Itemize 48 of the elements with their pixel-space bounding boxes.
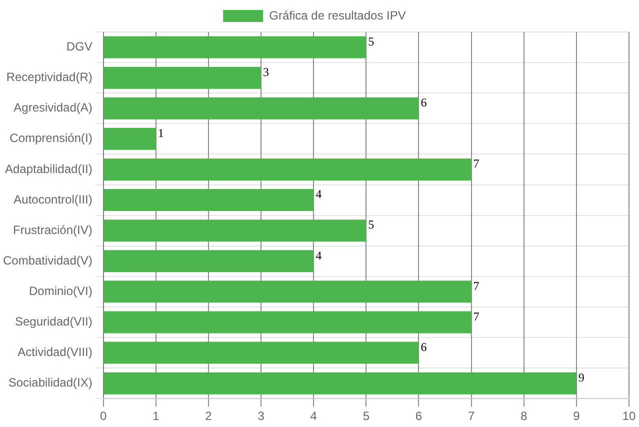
bar [104,250,314,272]
data-label: 4 [316,187,322,202]
y-tick-label: Frustración(IV) [13,222,92,237]
y-tick-label: Agresividad(A) [14,100,92,115]
x-tick-label: 0 [100,409,108,424]
y-tick-label: Seguridad(VII) [14,314,92,329]
x-tick-label: 5 [362,409,370,424]
data-label: 6 [420,340,427,354]
bar [104,220,366,242]
bar [104,280,472,303]
bar [104,189,314,212]
data-label: 7 [473,278,480,293]
y-tick-label: Receptividad(R) [6,70,92,84]
data-label: 1 [158,126,164,140]
data-label: 4 [316,248,322,262]
data-label: 5 [368,34,374,48]
y-tick-label: Combatividad(V) [2,253,92,268]
data-label: 9 [578,370,584,384]
x-tick-label: 10 [622,409,636,424]
bar [104,372,576,394]
y-tick-label: Actividad(VIII) [18,345,92,360]
y-tick-label: Adaptabilidad(II) [4,162,92,176]
y-tick-label: Sociabilidad(IX) [8,376,92,390]
x-tick-label: 7 [468,409,475,424]
x-tick-label: 3 [258,409,265,424]
x-tick-label: 6 [415,409,422,424]
x-tick-label: 2 [205,409,212,424]
bar [104,97,419,120]
data-label: 6 [420,96,427,110]
x-tick-label: 8 [520,409,528,424]
y-tick-label: Autocontrol(III) [14,192,92,206]
data-label: 3 [263,64,270,79]
data-label: 5 [368,218,374,232]
y-tick-label: Comprensión(I) [10,131,92,146]
x-tick-label: 9 [573,409,580,424]
data-label: 7 [473,156,480,171]
data-label: 7 [473,309,480,324]
y-tick-label: Dominio(VI) [29,284,92,298]
bar [104,342,419,364]
x-tick-label: 1 [152,409,160,424]
bar [104,66,262,89]
bar [104,36,366,58]
bar [104,311,472,334]
legend-label: Gráfica de resultados IPV [269,8,406,22]
bar [104,158,472,180]
x-tick-label: 4 [310,409,318,424]
y-tick-label: DGV [66,40,92,54]
bar [104,128,156,150]
